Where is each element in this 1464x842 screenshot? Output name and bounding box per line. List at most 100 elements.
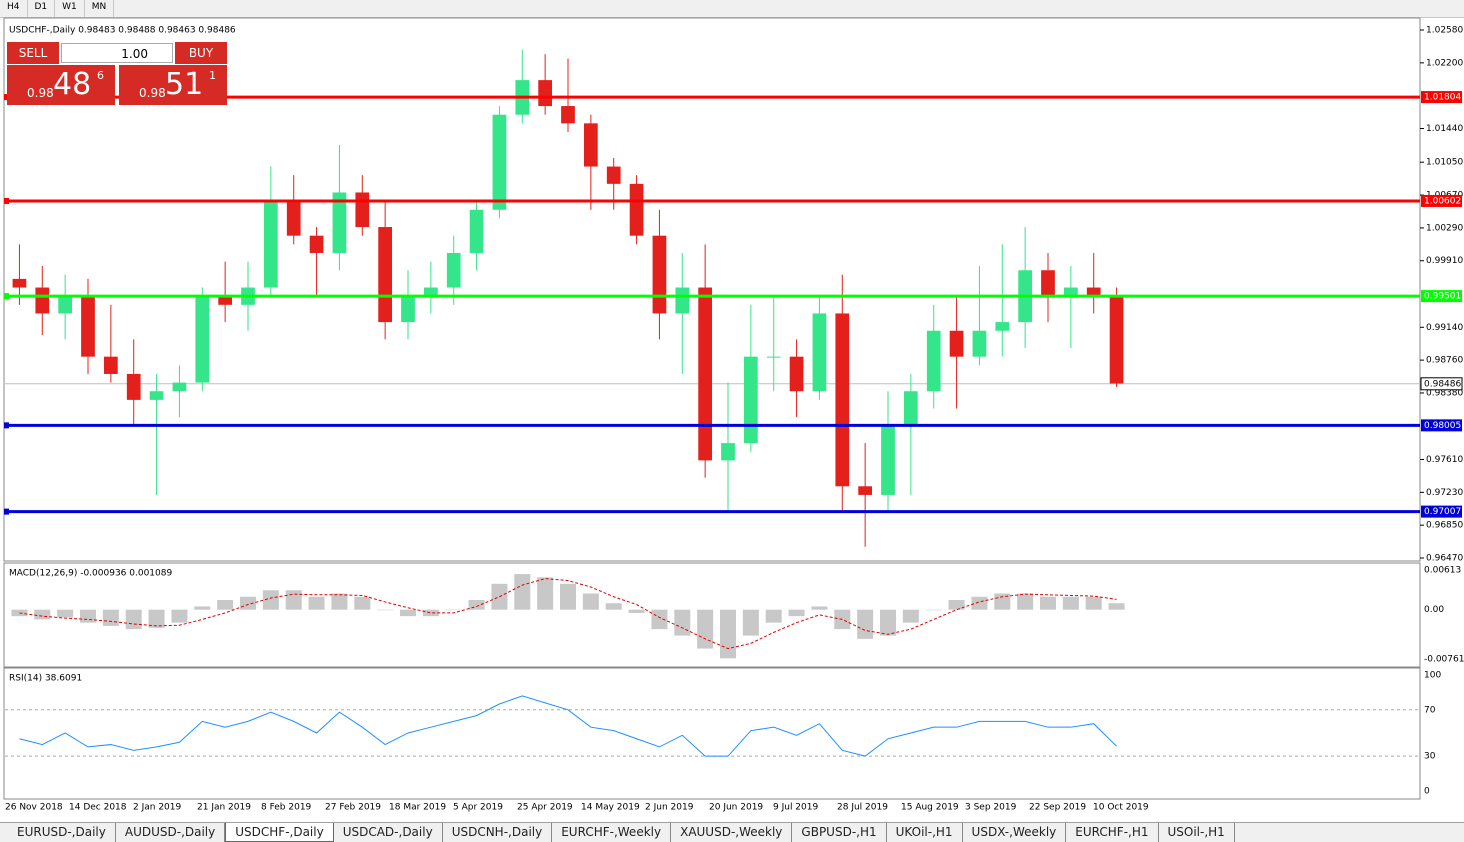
macd-bar [34, 609, 51, 620]
macd-bar [102, 609, 119, 626]
candle-body [1086, 287, 1101, 297]
level-handle [4, 94, 9, 101]
candle-body [355, 192, 370, 228]
macd-bar [537, 577, 554, 610]
chart-tab[interactable]: EURUSD-,Daily [8, 823, 116, 842]
candle-body [126, 373, 141, 400]
y-tick-label: 0.99140 [1426, 323, 1463, 333]
level-box [1421, 91, 1462, 104]
macd-bar [560, 583, 576, 610]
candle-body [1041, 270, 1055, 297]
candle-body [812, 313, 827, 392]
chart-tab[interactable]: USDCNH-,Daily [443, 823, 553, 842]
chart-tab[interactable]: USDCAD-,Daily [334, 823, 443, 842]
candle-body [1064, 287, 1078, 297]
macd-bar [400, 609, 416, 617]
level-handle [4, 422, 9, 429]
current-price-box [1420, 377, 1463, 391]
candle-body [332, 192, 347, 253]
sell-price[interactable]: 0.98 48 6 [7, 65, 115, 105]
rsi-panel [3, 667, 1421, 800]
candle-body [652, 235, 667, 314]
macd-bar [331, 593, 348, 610]
rsi-line [19, 695, 1117, 757]
sell-button[interactable]: SELL [7, 42, 59, 64]
timeframe-button[interactable]: MN [85, 0, 115, 17]
candle-body [309, 235, 324, 253]
candle-body [698, 287, 712, 461]
date-label: 27 Feb 2019 [325, 803, 381, 813]
macd-bar [948, 599, 965, 610]
price-main: 48 [53, 67, 92, 102]
candle-body [721, 443, 735, 461]
macd-bar [514, 574, 531, 610]
candle-body [195, 296, 210, 383]
macd-bar [765, 609, 782, 623]
candle-body [584, 123, 598, 167]
macd-bar [674, 609, 691, 636]
candle-body [561, 106, 575, 124]
level-handle [4, 197, 9, 204]
date-label: 14 May 2019 [581, 803, 640, 813]
macd-bar [811, 606, 828, 610]
candle-body [149, 391, 164, 400]
chart-tab[interactable]: XAUUSD-,Weekly [671, 823, 793, 842]
macd-bar [217, 599, 234, 610]
chart-tab[interactable]: UKOil-,H1 [887, 823, 963, 842]
timeframe-button[interactable]: D1 [28, 0, 56, 17]
candle-body [675, 287, 690, 314]
macd-bar [1085, 596, 1102, 610]
lot-input[interactable]: 1.00 [61, 43, 173, 63]
y-tick-label: 0.98380 [1426, 388, 1463, 398]
macd-header: MACD(12,26,9) -0.000936 0.001089 [9, 569, 172, 579]
level-label: 1.01804 [1424, 93, 1461, 103]
level-label: 0.98005 [1424, 421, 1461, 431]
macd-bar [1108, 603, 1125, 610]
date-label: 5 Apr 2019 [453, 803, 503, 813]
chart-tab[interactable]: GBPUSD-,H1 [792, 823, 887, 842]
y-tick-label: 0.00 [1424, 605, 1444, 615]
y-tick-label: 0.98760 [1426, 356, 1463, 366]
level-label: 0.99501 [1424, 292, 1461, 302]
candle-body [538, 80, 552, 107]
candle-body [35, 287, 50, 314]
candle-body [858, 486, 872, 495]
chart-tab[interactable]: USDX-,Weekly [963, 823, 1067, 842]
y-tick-label: 70 [1424, 705, 1436, 715]
timeframe-button[interactable]: W1 [55, 0, 85, 17]
candle-body [972, 330, 987, 357]
y-tick-label: 100 [1424, 671, 1441, 681]
candle-body [789, 356, 804, 392]
level-label: 1.00602 [1424, 196, 1461, 206]
buy-price[interactable]: 0.98 51 1 [119, 65, 227, 105]
level-box [1421, 290, 1462, 303]
candle-body [1109, 296, 1124, 384]
candle-body [264, 201, 278, 288]
date-label: 18 Mar 2019 [389, 803, 446, 813]
candle-body [606, 166, 621, 184]
y-tick-label: 1.02200 [1426, 58, 1463, 68]
chart-tab[interactable]: USOil-,H1 [1159, 823, 1235, 842]
price-big: 0.98 [27, 86, 54, 100]
chart-tab[interactable]: EURCHF-,H1 [1066, 823, 1159, 842]
macd-signal [19, 578, 1117, 650]
date-label: 21 Jan 2019 [197, 803, 251, 813]
chart-header: USDCHF-,Daily 0.98483 0.98488 0.98463 0.… [9, 26, 236, 36]
y-tick-label: 1.00290 [1426, 223, 1463, 233]
date-label: 15 Aug 2019 [901, 803, 959, 813]
candle-body [218, 296, 232, 305]
chart-tab[interactable]: USDCHF-,Daily [225, 823, 334, 842]
macd-bar [240, 596, 256, 610]
macd-bar [925, 609, 942, 611]
macd-bar [994, 593, 1011, 610]
buy-button[interactable]: BUY [175, 42, 227, 64]
timeframe-button[interactable]: H4 [0, 0, 28, 17]
macd-panel [3, 562, 1421, 668]
chart-tab[interactable]: EURCHF-,Weekly [552, 823, 672, 842]
macd-bar [628, 609, 645, 613]
macd-bar [468, 599, 485, 610]
chart-tab[interactable]: AUDUSD-,Daily [116, 823, 226, 842]
y-tick-label: -0.007612 [1424, 654, 1464, 664]
candle-body [469, 209, 484, 253]
